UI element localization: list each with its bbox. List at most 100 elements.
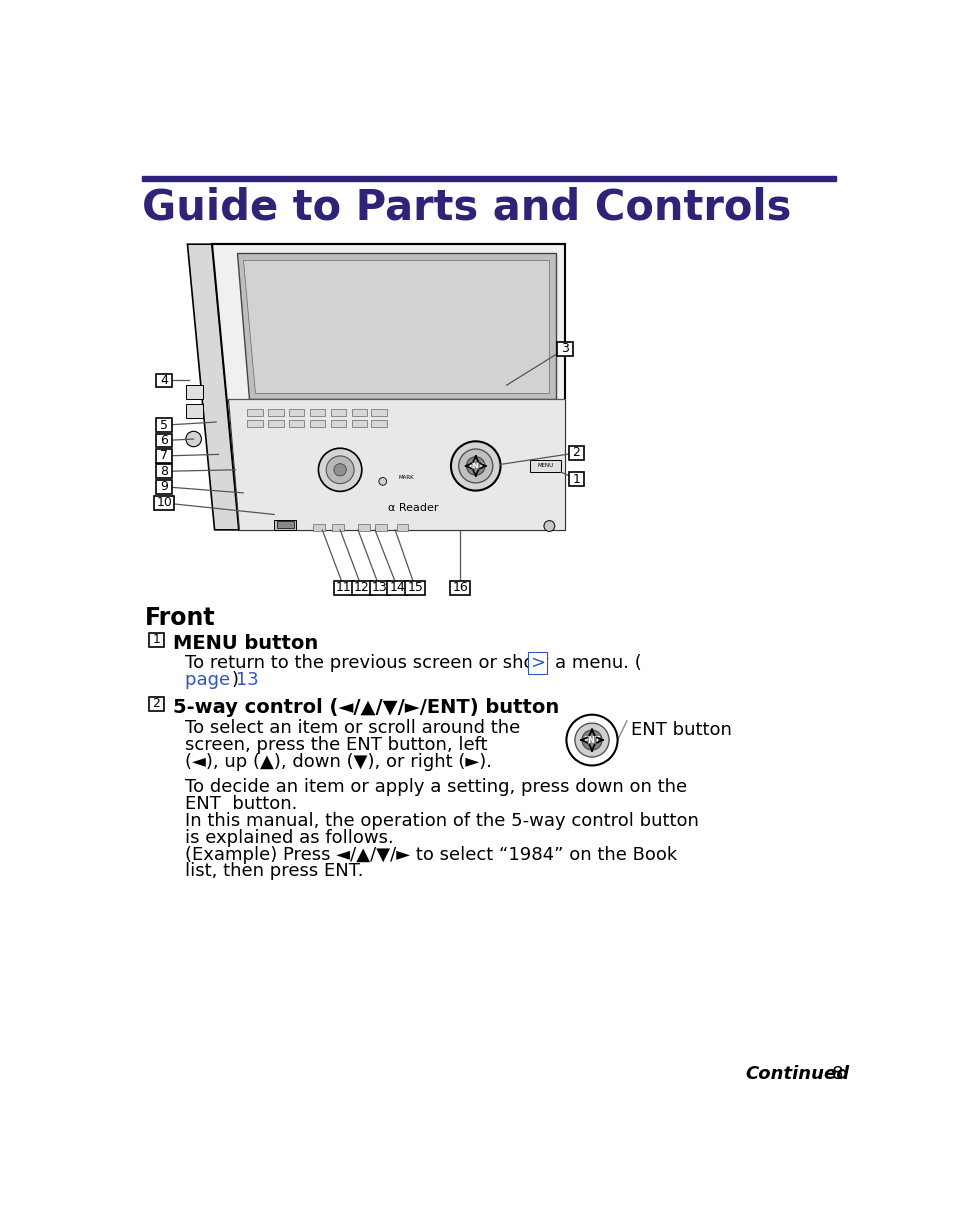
Text: MENU: MENU xyxy=(537,464,553,468)
Text: α Reader: α Reader xyxy=(388,504,438,514)
Bar xyxy=(375,523,386,531)
Bar xyxy=(352,420,367,427)
Text: 11: 11 xyxy=(335,581,352,594)
Text: 9: 9 xyxy=(160,481,168,493)
Circle shape xyxy=(186,432,201,447)
FancyBboxPatch shape xyxy=(156,479,172,494)
FancyBboxPatch shape xyxy=(405,581,425,594)
FancyBboxPatch shape xyxy=(450,581,470,594)
Text: 5: 5 xyxy=(160,418,168,432)
Bar xyxy=(289,409,304,416)
Bar xyxy=(310,420,325,427)
Text: MENU button: MENU button xyxy=(173,634,318,653)
Text: ENT: ENT xyxy=(468,462,483,468)
Bar xyxy=(357,523,369,531)
Bar xyxy=(396,523,408,531)
Bar xyxy=(142,176,835,181)
Bar xyxy=(530,460,560,472)
Text: Guide to Parts and Controls: Guide to Parts and Controls xyxy=(142,187,791,228)
Bar xyxy=(289,420,304,427)
Text: To decide an item or apply a setting, press down on the: To decide an item or apply a setting, pr… xyxy=(185,778,686,795)
Text: 16: 16 xyxy=(452,581,468,594)
Circle shape xyxy=(581,730,601,750)
Text: 14: 14 xyxy=(389,581,405,594)
Text: is explained as follows.: is explained as follows. xyxy=(185,828,394,847)
Bar xyxy=(332,523,344,531)
FancyBboxPatch shape xyxy=(352,581,372,594)
FancyBboxPatch shape xyxy=(369,581,390,594)
Text: MARK: MARK xyxy=(397,475,414,479)
Text: 8: 8 xyxy=(160,465,168,478)
Text: >: > xyxy=(530,654,544,672)
Bar xyxy=(371,409,386,416)
Bar xyxy=(274,520,295,529)
Text: 1: 1 xyxy=(152,633,160,647)
FancyBboxPatch shape xyxy=(156,449,172,462)
FancyBboxPatch shape xyxy=(156,418,172,432)
FancyBboxPatch shape xyxy=(154,497,174,510)
Bar xyxy=(186,404,203,418)
Text: ENT: ENT xyxy=(583,736,600,744)
FancyBboxPatch shape xyxy=(149,633,164,647)
FancyBboxPatch shape xyxy=(156,373,172,388)
Text: page 13: page 13 xyxy=(185,671,258,689)
FancyBboxPatch shape xyxy=(149,697,164,711)
Text: 4: 4 xyxy=(160,375,168,387)
Bar xyxy=(247,420,262,427)
Text: 7: 7 xyxy=(160,449,168,462)
Polygon shape xyxy=(187,244,239,529)
Text: 1: 1 xyxy=(572,472,579,486)
Circle shape xyxy=(566,715,617,765)
Polygon shape xyxy=(236,254,555,399)
Text: 5-way control (◄/▲/▼/►/ENT) button: 5-way control (◄/▲/▼/►/ENT) button xyxy=(173,698,559,716)
Circle shape xyxy=(575,723,608,756)
Circle shape xyxy=(458,449,493,483)
Circle shape xyxy=(466,456,484,476)
Bar xyxy=(371,420,386,427)
Text: (◄), up (▲), down (▼), or right (►).: (◄), up (▲), down (▼), or right (►). xyxy=(185,753,492,771)
Circle shape xyxy=(451,442,500,490)
Text: list, then press ENT.: list, then press ENT. xyxy=(185,863,363,881)
Text: In this manual, the operation of the 5-way control button: In this manual, the operation of the 5-w… xyxy=(185,811,699,830)
Bar xyxy=(268,409,283,416)
Circle shape xyxy=(543,521,555,532)
Text: ENT  button.: ENT button. xyxy=(185,794,297,813)
Text: (Example) Press ◄/▲/▼/► to select “1984” on the Book: (Example) Press ◄/▲/▼/► to select “1984”… xyxy=(185,845,677,864)
Text: 2: 2 xyxy=(572,447,579,460)
Bar xyxy=(268,420,283,427)
Bar xyxy=(186,386,203,399)
FancyBboxPatch shape xyxy=(568,472,583,486)
Polygon shape xyxy=(228,399,564,529)
Text: To return to the previous screen or show a menu. (: To return to the previous screen or show… xyxy=(185,654,641,672)
FancyBboxPatch shape xyxy=(334,581,354,594)
Circle shape xyxy=(334,464,346,476)
Bar xyxy=(276,521,294,528)
Text: 15: 15 xyxy=(407,581,423,594)
Text: 10: 10 xyxy=(156,497,172,510)
Text: 2: 2 xyxy=(152,698,160,710)
Text: Front: Front xyxy=(145,606,215,630)
Bar xyxy=(313,523,324,531)
Text: 13: 13 xyxy=(372,581,387,594)
Text: ): ) xyxy=(232,671,238,689)
Text: 12: 12 xyxy=(354,581,370,594)
Text: To select an item or scroll around the: To select an item or scroll around the xyxy=(185,720,519,737)
FancyBboxPatch shape xyxy=(156,433,172,448)
Polygon shape xyxy=(243,260,549,393)
FancyBboxPatch shape xyxy=(387,581,407,594)
Text: Continued: Continued xyxy=(744,1065,849,1083)
FancyBboxPatch shape xyxy=(156,465,172,478)
Bar xyxy=(331,409,346,416)
FancyBboxPatch shape xyxy=(568,447,583,460)
FancyBboxPatch shape xyxy=(557,342,572,356)
Text: ENT button: ENT button xyxy=(630,721,731,739)
Bar xyxy=(310,409,325,416)
Bar xyxy=(247,409,262,416)
Text: 6: 6 xyxy=(160,434,168,447)
Text: screen, press the ENT button, left: screen, press the ENT button, left xyxy=(185,736,487,754)
Circle shape xyxy=(378,477,386,486)
Text: 3: 3 xyxy=(560,343,568,355)
Bar xyxy=(331,420,346,427)
Text: 8: 8 xyxy=(831,1065,842,1083)
Circle shape xyxy=(326,456,354,483)
